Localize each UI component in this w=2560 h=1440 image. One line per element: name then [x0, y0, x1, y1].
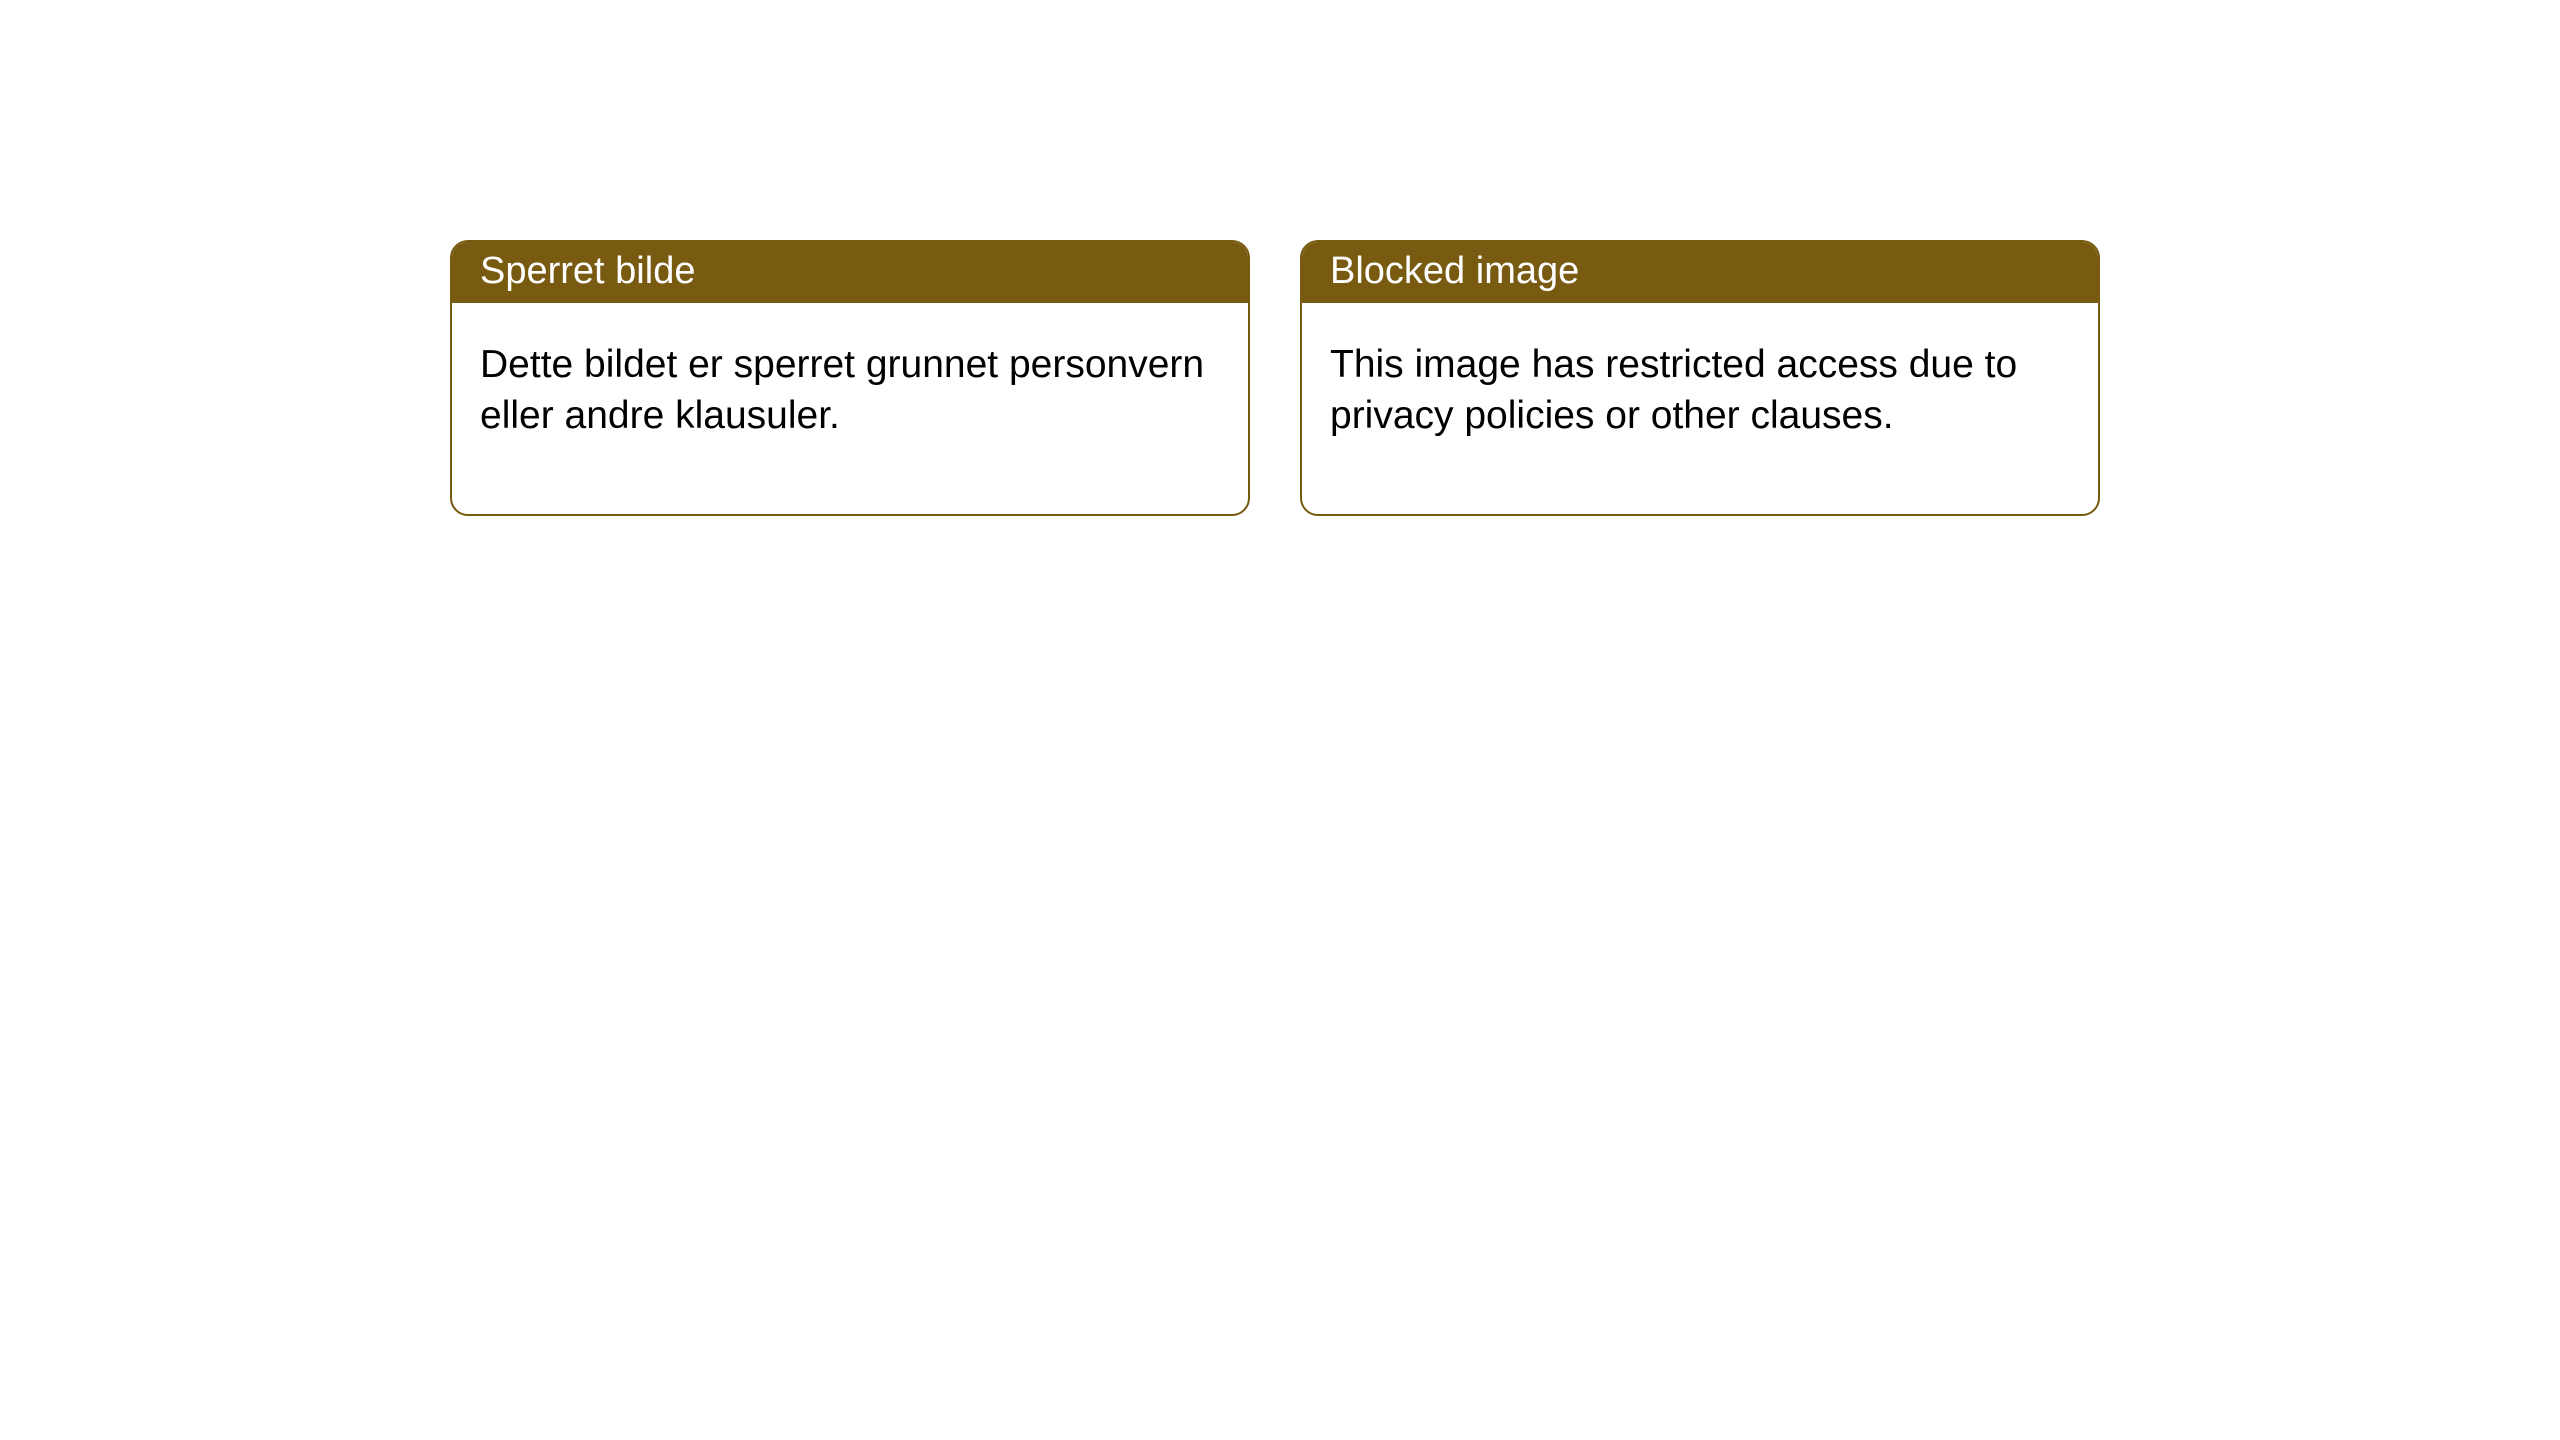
notice-container: Sperret bilde Dette bildet er sperret gr…	[450, 240, 2100, 516]
notice-header-english: Blocked image	[1302, 242, 2098, 303]
notice-header-norwegian: Sperret bilde	[452, 242, 1248, 303]
notice-body-norwegian: Dette bildet er sperret grunnet personve…	[452, 303, 1248, 514]
notice-card-norwegian: Sperret bilde Dette bildet er sperret gr…	[450, 240, 1250, 516]
notice-body-english: This image has restricted access due to …	[1302, 303, 2098, 514]
notice-card-english: Blocked image This image has restricted …	[1300, 240, 2100, 516]
